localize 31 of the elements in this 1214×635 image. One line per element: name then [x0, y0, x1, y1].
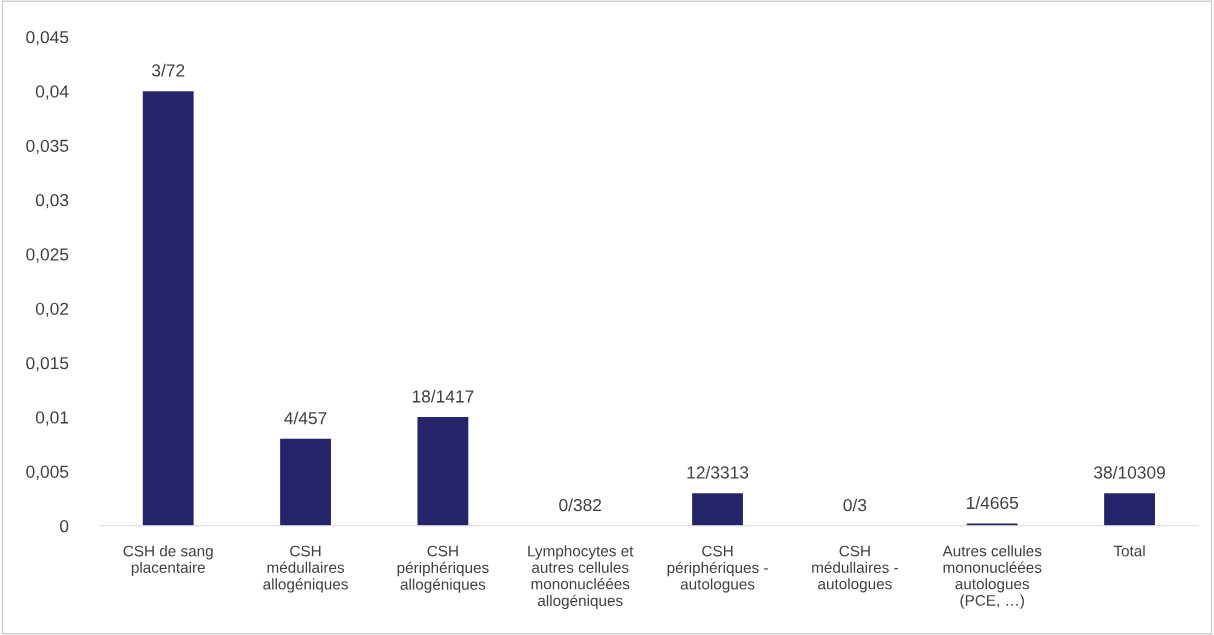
- x-tick-label: Autres cellules mononucléées autologues (PCE, …): [942, 545, 1042, 609]
- y-tick-label: 0: [60, 519, 69, 533]
- data-label: 1/4665: [966, 496, 1019, 510]
- data-label: 12/3313: [687, 465, 749, 479]
- y-tick-label: 0,03: [35, 193, 69, 209]
- bar: [1104, 493, 1155, 526]
- data-label: 38/10309: [1094, 465, 1165, 479]
- bar: [692, 493, 743, 526]
- x-tick-label: CSH périphériques - autologues: [667, 545, 768, 593]
- y-tick-label: 0,04: [35, 85, 69, 100]
- y-tick-label: 0,02: [35, 302, 69, 317]
- y-tick-label: 0,005: [26, 465, 69, 480]
- y-tick-label: 0,01: [35, 411, 69, 426]
- data-label: 0/382: [559, 498, 602, 512]
- data-label: 3/72: [151, 63, 185, 77]
- bar: [280, 438, 331, 526]
- x-tick-label: Lymphocytes et autres cellules mononucléées allogéniques: [528, 545, 634, 610]
- x-tick-label: CSH périphériques allogéniques: [397, 545, 489, 593]
- y-tick-label: 0,045: [26, 31, 69, 46]
- y-tick-label: 0,035: [26, 139, 69, 154]
- data-label: 18/1417: [412, 389, 474, 403]
- data-label: 4/457: [284, 411, 327, 425]
- bar: [142, 91, 194, 526]
- data-label: 0/3: [843, 498, 867, 512]
- y-tick-label: 0,025: [26, 248, 69, 263]
- x-tick-label: Total: [1113, 545, 1145, 557]
- x-tick-label: CSH de sang placentaire: [123, 545, 213, 576]
- x-tick-label: CSH médullaires allogéniques: [263, 545, 348, 593]
- bar: [417, 417, 469, 526]
- y-tick-label: 0,015: [26, 356, 69, 372]
- x-tick-label: CSH médullaires - autologues: [812, 545, 898, 593]
